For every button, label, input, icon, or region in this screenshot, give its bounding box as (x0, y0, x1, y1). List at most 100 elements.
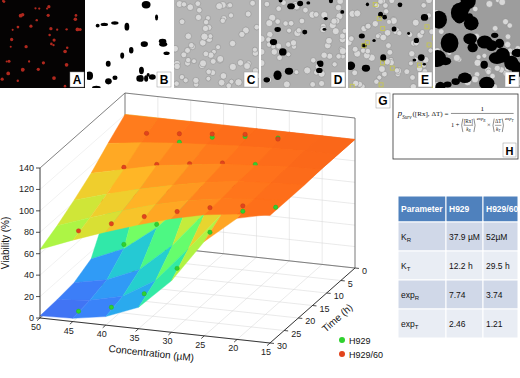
image-texture (339, 48, 346, 55)
image-texture (427, 43, 431, 47)
image-background (261, 0, 346, 88)
image-texture (139, 67, 144, 74)
data-point (122, 165, 126, 169)
image-texture (304, 67, 311, 74)
table-param: expT (401, 319, 419, 330)
image-texture (417, 63, 421, 67)
image-texture (286, 52, 291, 57)
data-point (273, 205, 277, 209)
image-texture (319, 80, 325, 86)
surface-cell (237, 199, 287, 218)
tick-label: 30 (162, 336, 172, 346)
tick-label: 20 (228, 343, 238, 353)
image-texture (17, 79, 19, 81)
image-texture (365, 24, 371, 30)
image-texture (387, 49, 393, 55)
image-texture (365, 41, 369, 45)
tick-label: 40 (97, 329, 107, 339)
image-texture (185, 47, 191, 53)
image-texture (101, 23, 108, 26)
surface-cell (237, 199, 287, 215)
table-param-sub: T (415, 324, 419, 330)
image-texture (414, 38, 419, 43)
equation: pSurv([Rx], ΔT) =1 +[Rx]kRexpR×ΔTkTexpT1 (397, 105, 515, 133)
image-texture (261, 60, 265, 67)
tick (168, 332, 171, 335)
legend-label: H929 (349, 336, 371, 346)
surface-cell (254, 183, 304, 201)
image-texture (383, 3, 388, 8)
image-texture (306, 1, 310, 4)
image-texture (36, 19, 38, 21)
image-texture (433, 36, 434, 40)
data-point (109, 305, 113, 309)
tick-label: 120 (19, 184, 34, 194)
tick (36, 275, 40, 276)
data-point (177, 132, 181, 136)
image-panel (348, 0, 433, 88)
image-texture (377, 17, 381, 21)
image-texture (435, 11, 447, 29)
tick (36, 253, 40, 254)
image-panel (174, 0, 259, 88)
image-texture (217, 56, 224, 63)
image-panel (87, 0, 172, 88)
image-texture (409, 51, 415, 57)
image-texture (390, 66, 394, 70)
table-cell (446, 309, 483, 338)
image-texture (494, 65, 500, 71)
image-texture (56, 29, 58, 31)
image-texture (420, 30, 425, 35)
tick (36, 168, 40, 169)
image-texture (285, 68, 293, 75)
image-texture (451, 78, 459, 85)
data-point (241, 209, 245, 213)
image-texture (208, 34, 213, 39)
image-texture (317, 61, 321, 65)
image-texture (125, 23, 130, 31)
image-texture (196, 7, 202, 13)
image-background (87, 0, 172, 88)
image-texture (163, 52, 169, 56)
tick-label: 0 (29, 313, 34, 323)
table-cell (398, 222, 446, 251)
equation-text: R (467, 129, 471, 133)
tick (36, 296, 40, 297)
image-texture (237, 60, 243, 66)
image-texture (348, 36, 354, 42)
image-texture (373, 3, 377, 7)
image-texture (397, 31, 402, 36)
equation-text: × (487, 121, 491, 128)
image-texture (129, 47, 133, 53)
panel-label-box (376, 93, 390, 108)
image-texture (389, 0, 395, 4)
image-texture (202, 25, 208, 31)
tick-label: 60 (24, 249, 34, 259)
surface-cell (288, 151, 338, 170)
image-texture (38, 7, 40, 9)
image-texture (195, 1, 201, 7)
tick (313, 305, 317, 306)
image-texture (320, 26, 326, 32)
image-texture (302, 30, 307, 35)
table-cell (483, 309, 518, 338)
image-texture (65, 28, 67, 30)
image-texture (335, 4, 341, 10)
image-texture (340, 10, 344, 14)
legend-marker (339, 351, 345, 357)
frame-edge (125, 93, 355, 118)
paren (493, 119, 494, 132)
image-texture (261, 35, 265, 42)
image-texture (290, 40, 296, 46)
table: ParameterH929H929/60KR37.9 µM52µMKT12.2 … (398, 196, 518, 338)
image-texture (50, 43, 53, 46)
grid-line (355, 118, 356, 268)
image-texture (206, 69, 211, 74)
table-cell (483, 280, 518, 309)
image-texture (22, 69, 24, 71)
equation-text: T (512, 119, 515, 123)
image-texture (144, 75, 148, 81)
grid-line (270, 268, 355, 343)
panel-label-box (70, 72, 84, 87)
image-texture (106, 61, 111, 67)
